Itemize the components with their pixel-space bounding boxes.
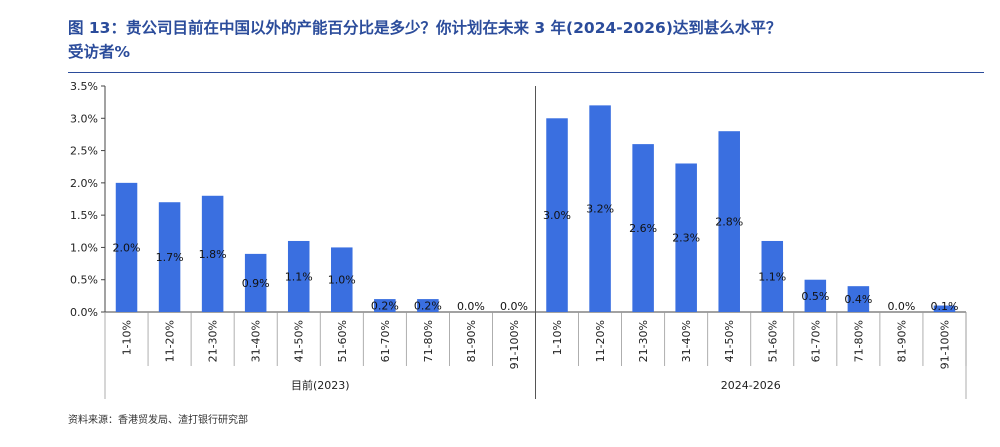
data-label: 1.1%: [285, 270, 313, 283]
bar: [287, 240, 310, 312]
x-tick-label: 21-30%: [637, 320, 650, 362]
x-tick-label: 51-60%: [336, 320, 349, 362]
data-label: 0.0%: [887, 300, 915, 313]
y-tick-label: 2.0%: [70, 177, 98, 190]
data-label: 0.2%: [371, 300, 399, 313]
data-label: 0.4%: [844, 293, 872, 306]
title-line-2: 受访者%: [68, 43, 131, 61]
y-tick-label: 1.0%: [70, 241, 98, 254]
bar: [374, 299, 396, 312]
x-tick-label: 91-100%: [938, 320, 951, 369]
x-tick-label: 11-20%: [164, 320, 177, 362]
x-tick-label: 81-90%: [895, 320, 908, 362]
y-tick-label: 3.0%: [70, 112, 98, 125]
title-divider: [68, 72, 984, 73]
data-label: 2.3%: [672, 232, 700, 245]
x-tick-label: 51-60%: [766, 320, 779, 362]
x-tick-label: 41-50%: [293, 320, 306, 362]
x-tick-label: 21-30%: [207, 320, 220, 362]
data-label: 0.0%: [500, 300, 528, 313]
data-label: 1.0%: [328, 274, 356, 287]
bar: [589, 105, 611, 312]
bar: [158, 202, 181, 312]
group-label: 目前(2023): [291, 378, 350, 392]
data-label: 1.8%: [199, 248, 227, 261]
data-label: 0.0%: [457, 300, 485, 313]
x-tick-label: 81-90%: [465, 320, 478, 362]
x-tick-label: 71-80%: [852, 320, 865, 362]
title-line-1: 图 13：贵公司目前在中国以外的产能百分比是多少？你计划在未来 3 年(2024…: [68, 19, 782, 37]
data-label: 2.6%: [629, 222, 657, 235]
bar: [804, 279, 827, 312]
x-tick-label: 41-50%: [723, 320, 736, 362]
y-tick-label: 0.5%: [70, 274, 98, 287]
bar: [632, 144, 654, 312]
data-label: 1.7%: [156, 251, 184, 264]
x-tick-label: 1-10%: [121, 320, 134, 355]
group-label: 2024-2026: [721, 379, 781, 392]
bar: [331, 247, 353, 312]
x-tick-label: 71-80%: [422, 320, 435, 362]
data-label: 0.9%: [242, 277, 270, 290]
x-tick-label: 31-40%: [250, 320, 263, 362]
x-tick-label: 61-70%: [809, 320, 822, 362]
bar: [417, 299, 439, 312]
bar: [761, 240, 784, 312]
y-tick-label: 2.5%: [70, 145, 98, 158]
data-label: 2.0%: [113, 241, 141, 254]
data-label: 0.5%: [801, 290, 829, 303]
chart-title: 图 13：贵公司目前在中国以外的产能百分比是多少？你计划在未来 3 年(2024…: [68, 16, 988, 64]
bar: [115, 182, 138, 312]
source-note: 资料来源：香港贸发局、渣打银行研究部: [68, 415, 248, 426]
x-tick-label: 11-20%: [594, 320, 607, 362]
x-tick-label: 1-10%: [551, 320, 564, 355]
bar: [244, 253, 267, 312]
x-tick-label: 61-70%: [379, 320, 392, 362]
data-label: 3.0%: [543, 209, 571, 222]
y-tick-label: 0.0%: [70, 306, 98, 319]
bar: [675, 163, 697, 312]
data-label: 3.2%: [586, 203, 614, 216]
bar: [201, 195, 224, 312]
data-label: 0.1%: [930, 300, 958, 313]
bar: [546, 118, 568, 313]
bar: [847, 286, 870, 312]
x-tick-label: 31-40%: [680, 320, 693, 362]
bar: [718, 131, 740, 312]
y-tick-label: 3.5%: [70, 80, 98, 93]
data-label: 2.8%: [715, 216, 743, 229]
bar: [933, 305, 956, 312]
data-label: 0.2%: [414, 300, 442, 313]
y-tick-label: 1.5%: [70, 209, 98, 222]
data-label: 1.1%: [758, 270, 786, 283]
x-tick-label: 91-100%: [508, 320, 521, 369]
